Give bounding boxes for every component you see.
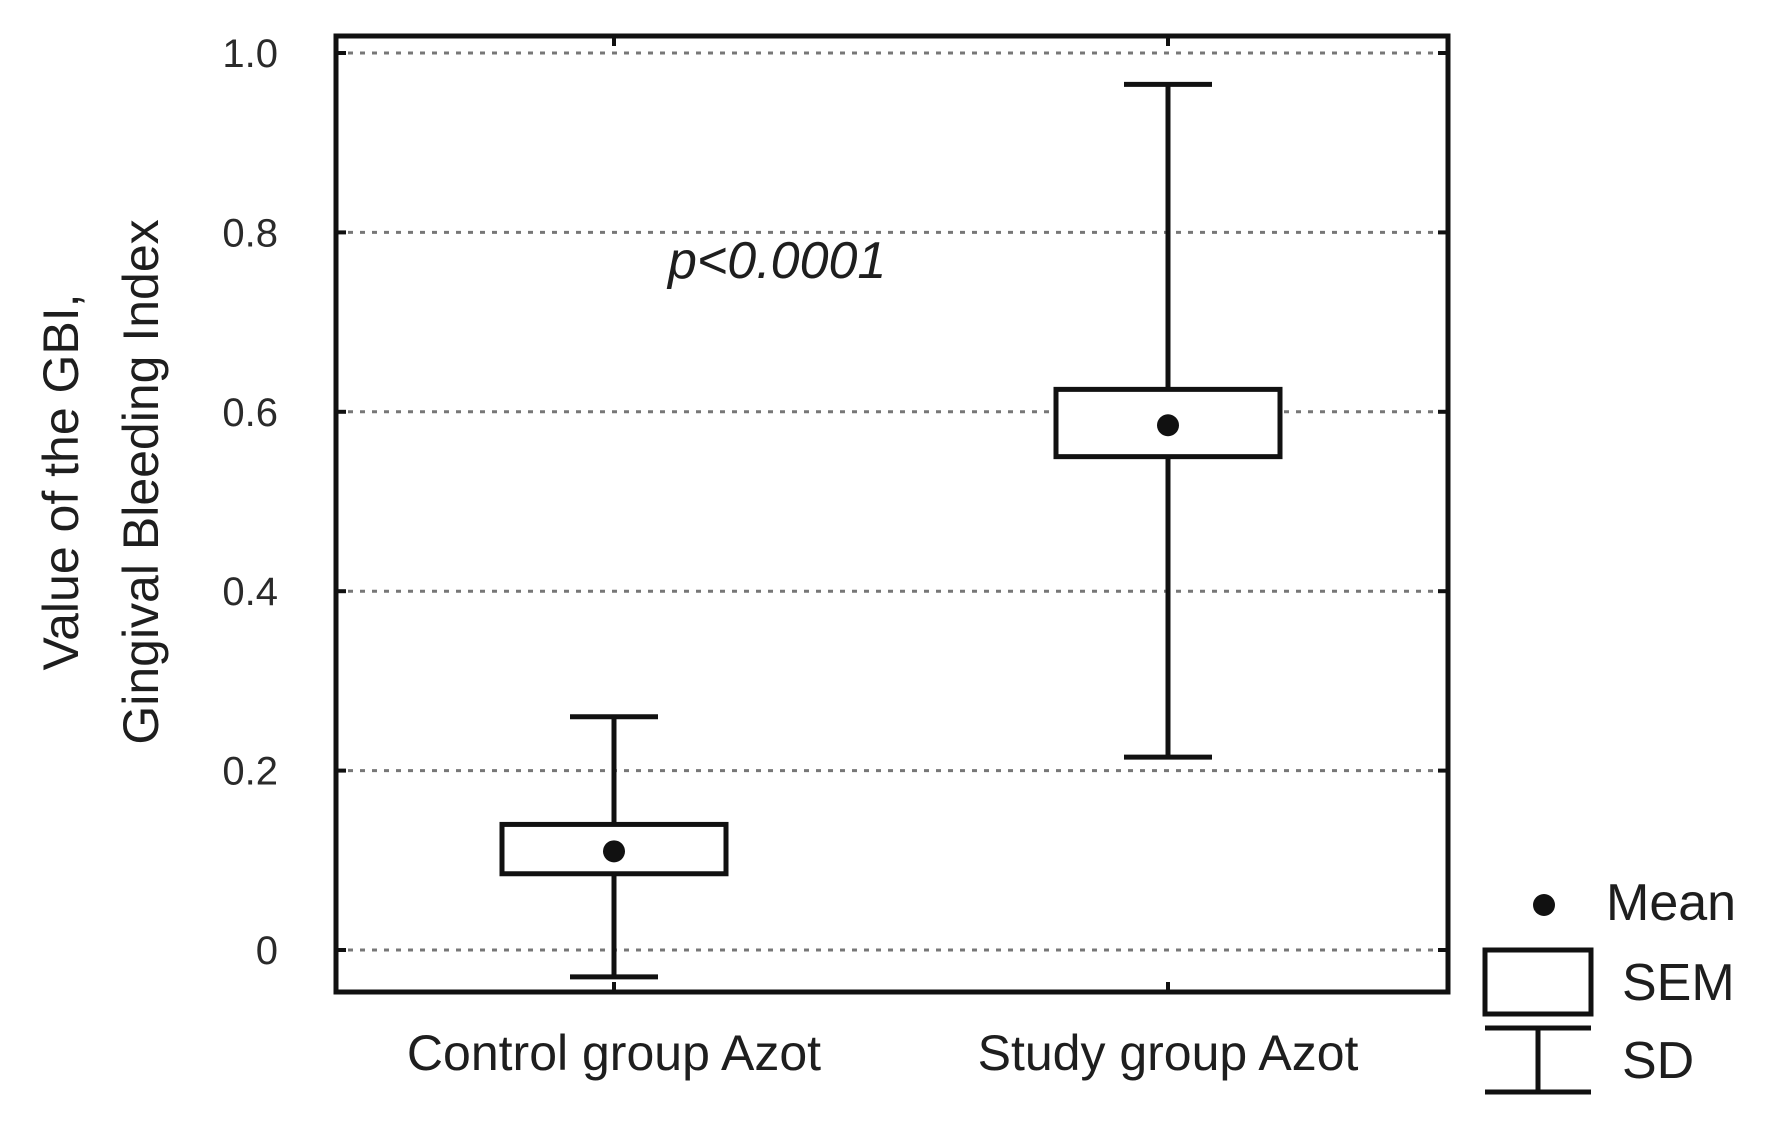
legend-sem-label: SEM [1622, 954, 1735, 1012]
box-group [1053, 81, 1283, 760]
x-axis-ticks: Control group Azot Study group Azot [407, 36, 1359, 1081]
y-axis-ticks: 0 0.2 0.4 0.6 0.8 1.0 [222, 32, 1448, 973]
mean-marker [603, 840, 625, 863]
plot-frame [333, 33, 1451, 995]
p-value-annotation: p<0.0001 [666, 232, 886, 290]
y-axis-title-2: Gingival Bleeding Index [113, 219, 169, 744]
box-series [499, 81, 1283, 980]
y-tick-label: 0.4 [222, 570, 278, 614]
y-tick-label: 0.6 [222, 391, 278, 435]
y-tick-label: 0.8 [222, 211, 278, 255]
y-tick-label: 0.2 [222, 750, 278, 794]
y-tick-label: 1.0 [222, 32, 278, 76]
x-category-label: Study group Azot [978, 1025, 1359, 1081]
legend-mean-marker [1533, 894, 1555, 916]
x-category-label: Control group Azot [407, 1025, 821, 1081]
legend-sem-marker [1482, 947, 1594, 1017]
y-axis-title: Value of the GBI, [33, 293, 89, 670]
grid-lines [336, 51, 1448, 952]
legend-sd-label: SD [1622, 1032, 1694, 1090]
legend-mean-label: Mean [1606, 874, 1736, 932]
legend-sd-marker [1485, 1025, 1591, 1095]
mean-marker [1157, 414, 1179, 437]
y-axis-title-line-2: Gingival Bleeding Index [113, 219, 169, 744]
y-tick-label: 0 [256, 929, 278, 973]
box-group [499, 714, 729, 980]
legend: Mean SEM SD [1482, 874, 1736, 1095]
y-axis-title-line-1: Value of the GBI, [33, 293, 89, 670]
